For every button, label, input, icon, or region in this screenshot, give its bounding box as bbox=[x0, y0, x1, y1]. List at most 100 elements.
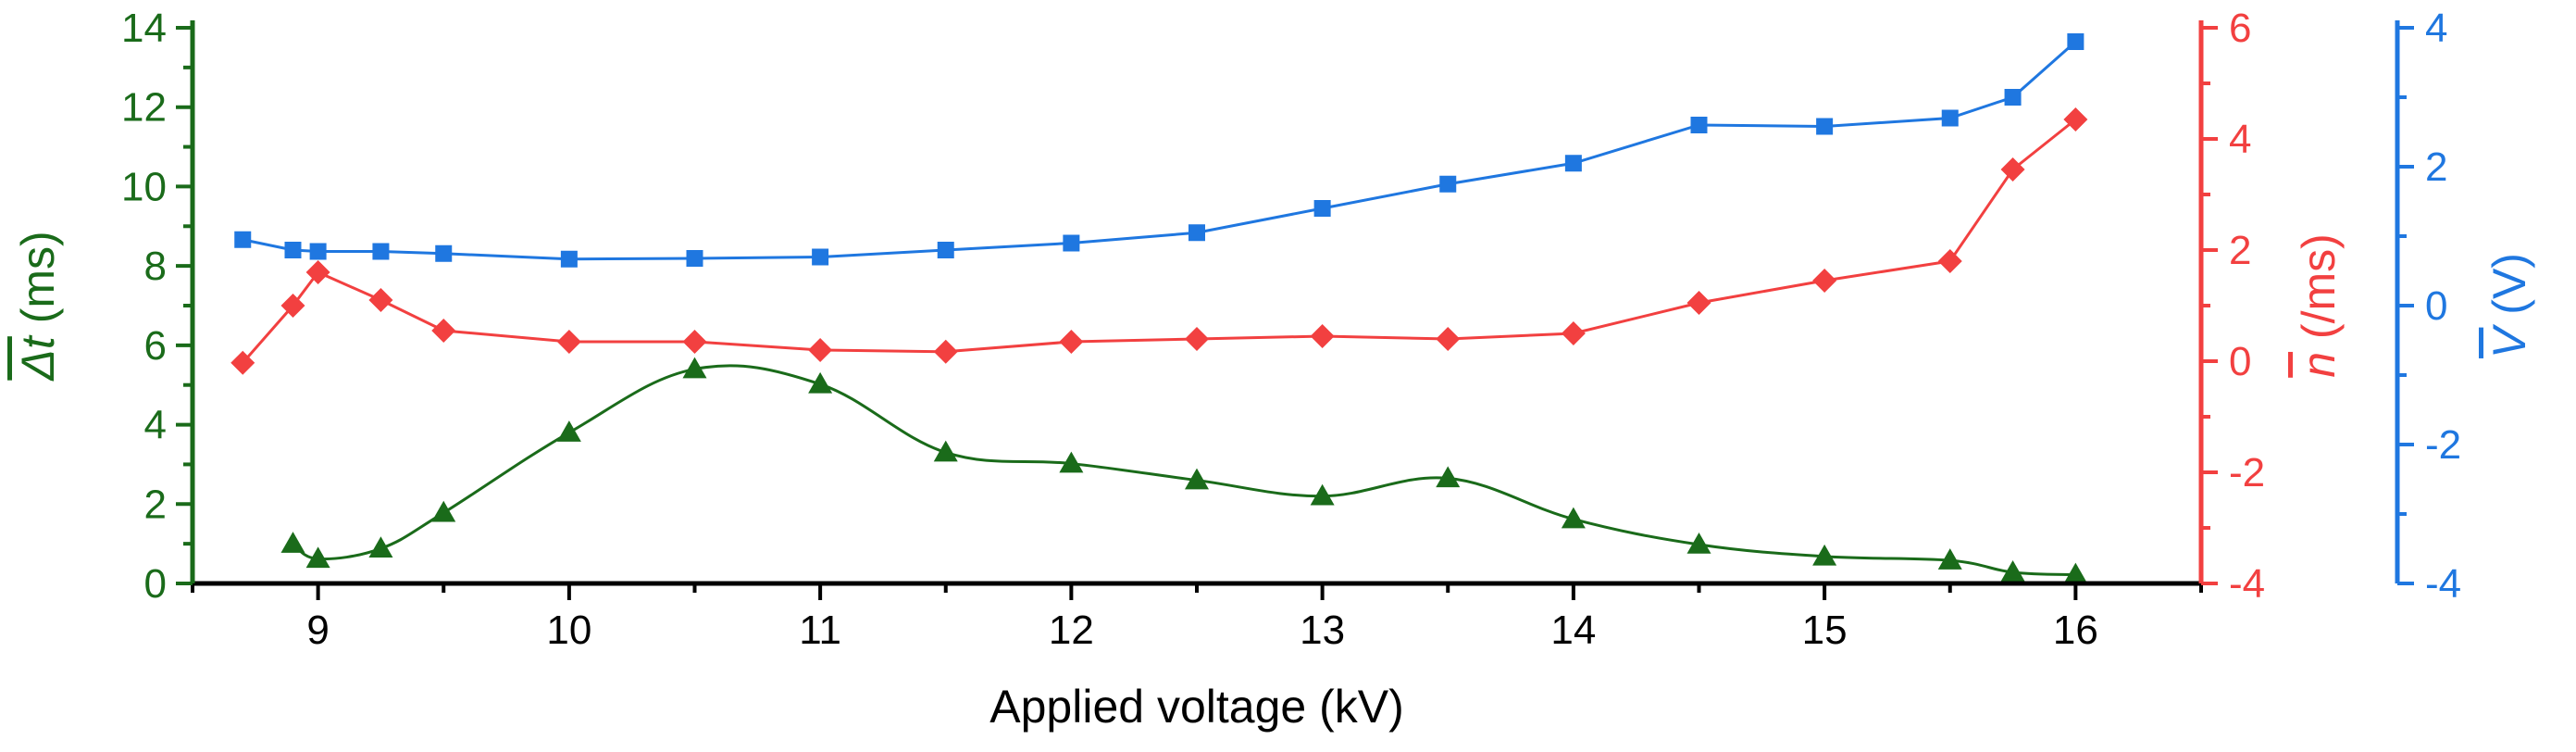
series-diamond bbox=[230, 107, 2088, 375]
data-point-square bbox=[1313, 200, 1331, 217]
data-point-triangle bbox=[1812, 544, 1837, 566]
right-axis-v-title-unit: (V) bbox=[2483, 253, 2535, 328]
data-point-diamond bbox=[1561, 321, 1586, 345]
data-point-diamond bbox=[305, 260, 330, 284]
series-line bbox=[242, 40, 2077, 261]
x-tick-label: 10 bbox=[546, 608, 591, 653]
data-point-square bbox=[1063, 234, 1080, 252]
right1-tick-label: 6 bbox=[2229, 6, 2251, 51]
data-point-triangle bbox=[1436, 466, 1461, 488]
data-point-diamond bbox=[556, 330, 581, 354]
data-point-triangle bbox=[556, 420, 581, 442]
right1-tick-label: 0 bbox=[2229, 339, 2251, 384]
left-tick-label: 0 bbox=[144, 561, 167, 607]
data-point-square bbox=[560, 250, 578, 268]
data-point-diamond bbox=[2000, 157, 2025, 182]
left-axis-title-symbol: Δt bbox=[12, 334, 64, 382]
x-axis: 9 10 11 12 13 14 15 16 Applied voltage (kV) bbox=[191, 581, 2203, 733]
data-point-square bbox=[2004, 89, 2022, 106]
x-tick-label: 16 bbox=[2053, 608, 2098, 653]
right-axis-n-title: n (/ms) bbox=[2293, 233, 2345, 378]
left-tick-label: 10 bbox=[121, 164, 167, 209]
right2-tick-label: -4 bbox=[2425, 561, 2461, 607]
left-tick-label: 6 bbox=[144, 323, 167, 369]
data-point-diamond bbox=[1185, 327, 1209, 351]
right-y-axis-n: -4 -2 0 2 4 6 n (/ms) bbox=[2198, 6, 2345, 607]
series-line bbox=[292, 364, 2076, 577]
data-point-triangle bbox=[1310, 483, 1335, 506]
data-point-triangle bbox=[431, 500, 456, 522]
x-tick-label: 12 bbox=[1049, 608, 1094, 653]
plot-area bbox=[230, 33, 2088, 584]
data-point-diamond bbox=[808, 338, 833, 362]
left-tick-label: 14 bbox=[121, 6, 167, 51]
right-axis-n-title-unit: (/ms) bbox=[2293, 233, 2345, 352]
x-tick-label: 14 bbox=[1550, 608, 1596, 653]
data-point-diamond bbox=[1937, 249, 1962, 273]
data-point-diamond bbox=[1436, 327, 1461, 351]
data-point-triangle bbox=[933, 440, 958, 462]
right2-tick-label: 0 bbox=[2425, 283, 2447, 329]
data-point-square bbox=[686, 250, 703, 267]
data-point-triangle bbox=[1185, 468, 1209, 490]
data-point-triangle bbox=[1937, 548, 1962, 570]
x-axis-title: Applied voltage (kV) bbox=[989, 681, 1403, 733]
data-point-square bbox=[812, 248, 829, 266]
right-axis-v-title-symbol: V bbox=[2483, 323, 2535, 358]
data-point-triangle bbox=[1059, 451, 1084, 473]
x-tick-label: 15 bbox=[1802, 608, 1848, 653]
data-point-square bbox=[372, 243, 390, 260]
x-tick-label: 13 bbox=[1300, 608, 1345, 653]
data-point-square bbox=[1188, 224, 1205, 242]
left-axis-title-unit: (ms) bbox=[12, 231, 64, 336]
data-point-diamond bbox=[1310, 324, 1335, 348]
data-point-square bbox=[1439, 175, 1457, 193]
right1-tick-label: 2 bbox=[2229, 228, 2251, 273]
data-point-triangle bbox=[2000, 560, 2025, 582]
data-point-diamond bbox=[1812, 269, 1837, 293]
right2-tick-label: 4 bbox=[2425, 6, 2447, 51]
x-tick-label: 9 bbox=[306, 608, 329, 653]
data-point-triangle bbox=[2063, 562, 2088, 584]
data-point-triangle bbox=[305, 546, 330, 569]
right-axis-n-title-symbol: n bbox=[2293, 352, 2345, 378]
data-point-square bbox=[2067, 33, 2084, 50]
right-axis-v-title: V (V) bbox=[2483, 253, 2535, 358]
data-point-square bbox=[435, 244, 453, 262]
x-tick-label: 11 bbox=[799, 608, 841, 653]
data-point-square bbox=[1941, 109, 1959, 127]
data-point-triangle bbox=[280, 532, 305, 553]
data-point-square bbox=[1690, 117, 1708, 133]
data-point-diamond bbox=[2063, 107, 2088, 132]
right-y-axis-v: -4 -2 0 2 4 V (V) bbox=[2395, 6, 2535, 607]
data-point-triangle bbox=[682, 357, 707, 379]
left-tick-label: 4 bbox=[144, 403, 167, 448]
left-tick-label: 12 bbox=[121, 85, 167, 131]
data-point-triangle bbox=[808, 371, 833, 394]
right1-tick-label: -4 bbox=[2229, 561, 2265, 607]
left-axis-title: Δt (ms) bbox=[12, 231, 64, 381]
data-point-triangle bbox=[1561, 507, 1586, 529]
series-triangle bbox=[280, 357, 2088, 584]
data-point-square bbox=[309, 243, 327, 260]
data-point-diamond bbox=[933, 339, 958, 364]
data-point-square bbox=[937, 242, 954, 258]
data-point-diamond bbox=[280, 294, 305, 318]
right1-tick-label: 4 bbox=[2229, 117, 2251, 162]
right2-tick-label: 2 bbox=[2425, 144, 2447, 190]
series-square bbox=[234, 33, 2084, 268]
data-point-diamond bbox=[368, 288, 393, 312]
data-point-triangle bbox=[1686, 533, 1711, 554]
data-point-triangle bbox=[368, 536, 393, 558]
data-point-square bbox=[1564, 155, 1582, 172]
data-point-square bbox=[284, 242, 302, 258]
data-point-diamond bbox=[1059, 330, 1084, 354]
right1-tick-label: -2 bbox=[2229, 450, 2265, 495]
left-tick-label: 2 bbox=[144, 482, 167, 527]
data-point-diamond bbox=[1686, 291, 1711, 315]
series-line bbox=[242, 118, 2077, 364]
data-point-diamond bbox=[431, 319, 456, 343]
data-point-square bbox=[234, 231, 252, 248]
data-point-diamond bbox=[682, 330, 707, 354]
